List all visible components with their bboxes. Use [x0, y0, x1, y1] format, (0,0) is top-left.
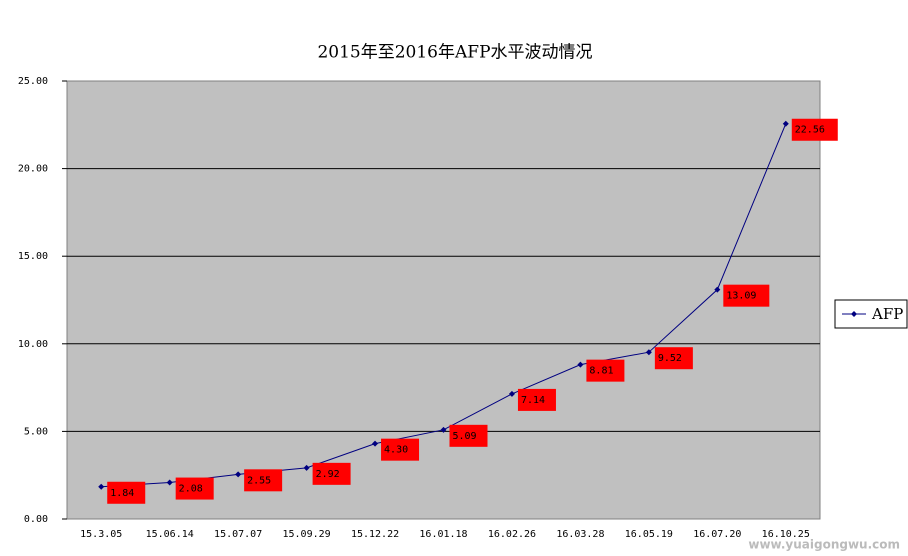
y-tick-label: 10.00	[18, 339, 48, 350]
data-label-box	[791, 118, 838, 141]
data-label: 2.55	[247, 475, 271, 486]
data-label-box	[175, 477, 214, 500]
plot-area	[66, 80, 821, 520]
x-tick-label: 15.06.14	[146, 529, 194, 540]
data-label: 22.56	[795, 125, 825, 136]
marker	[372, 440, 379, 447]
watermark: www.yuaigongwu.com	[748, 538, 900, 552]
data-label-box	[312, 462, 351, 485]
x-tick-label: 15.3.05	[80, 529, 122, 540]
chart-title: 2015年至2016年AFP水平波动情况	[317, 43, 592, 63]
marker	[98, 483, 105, 490]
marker	[714, 286, 721, 293]
x-tick-label: 16.01.18	[419, 529, 467, 540]
data-label-box	[586, 359, 625, 382]
data-label: 2.92	[316, 469, 340, 480]
x-tick-label: 15.07.07	[214, 529, 262, 540]
x-tick-label: 16.10.25	[762, 529, 810, 540]
x-tick-label: 16.02.26	[488, 529, 536, 540]
marker	[440, 426, 447, 433]
data-label-box	[654, 347, 693, 370]
x-tick-label: 15.09.29	[283, 529, 331, 540]
data-label-box	[244, 469, 283, 492]
x-tick-label: 15.12.22	[351, 529, 399, 540]
y-tick-label: 5.00	[24, 426, 48, 437]
data-label: 1.84	[110, 488, 134, 499]
legend-marker	[851, 311, 857, 317]
y-tick-label: 20.00	[18, 164, 48, 175]
data-label-box	[381, 438, 420, 461]
y-tick-label: 15.00	[18, 251, 48, 262]
legend-label: AFP	[871, 305, 903, 323]
data-label-box	[517, 388, 556, 411]
marker	[508, 390, 515, 397]
data-label: 7.14	[521, 395, 545, 406]
y-tick-label: 0.00	[24, 514, 48, 525]
data-label-box	[723, 284, 770, 307]
data-label: 9.52	[658, 353, 682, 364]
marker	[235, 471, 242, 478]
data-label: 5.09	[453, 431, 477, 442]
data-label: 2.08	[179, 484, 203, 495]
marker	[782, 120, 789, 127]
x-tick-label: 16.03.28	[556, 529, 604, 540]
data-label-box	[449, 424, 488, 447]
marker	[577, 361, 584, 368]
x-tick-label: 16.07.20	[693, 529, 741, 540]
data-label: 8.81	[589, 366, 613, 377]
data-label: 13.09	[726, 291, 756, 302]
data-label-box	[107, 481, 146, 504]
x-tick-label: 16.05.19	[625, 529, 673, 540]
marker	[303, 464, 310, 471]
marker	[645, 349, 652, 356]
data-label: 4.30	[384, 445, 408, 456]
marker	[166, 479, 173, 486]
y-tick-label: 25.00	[18, 76, 48, 87]
